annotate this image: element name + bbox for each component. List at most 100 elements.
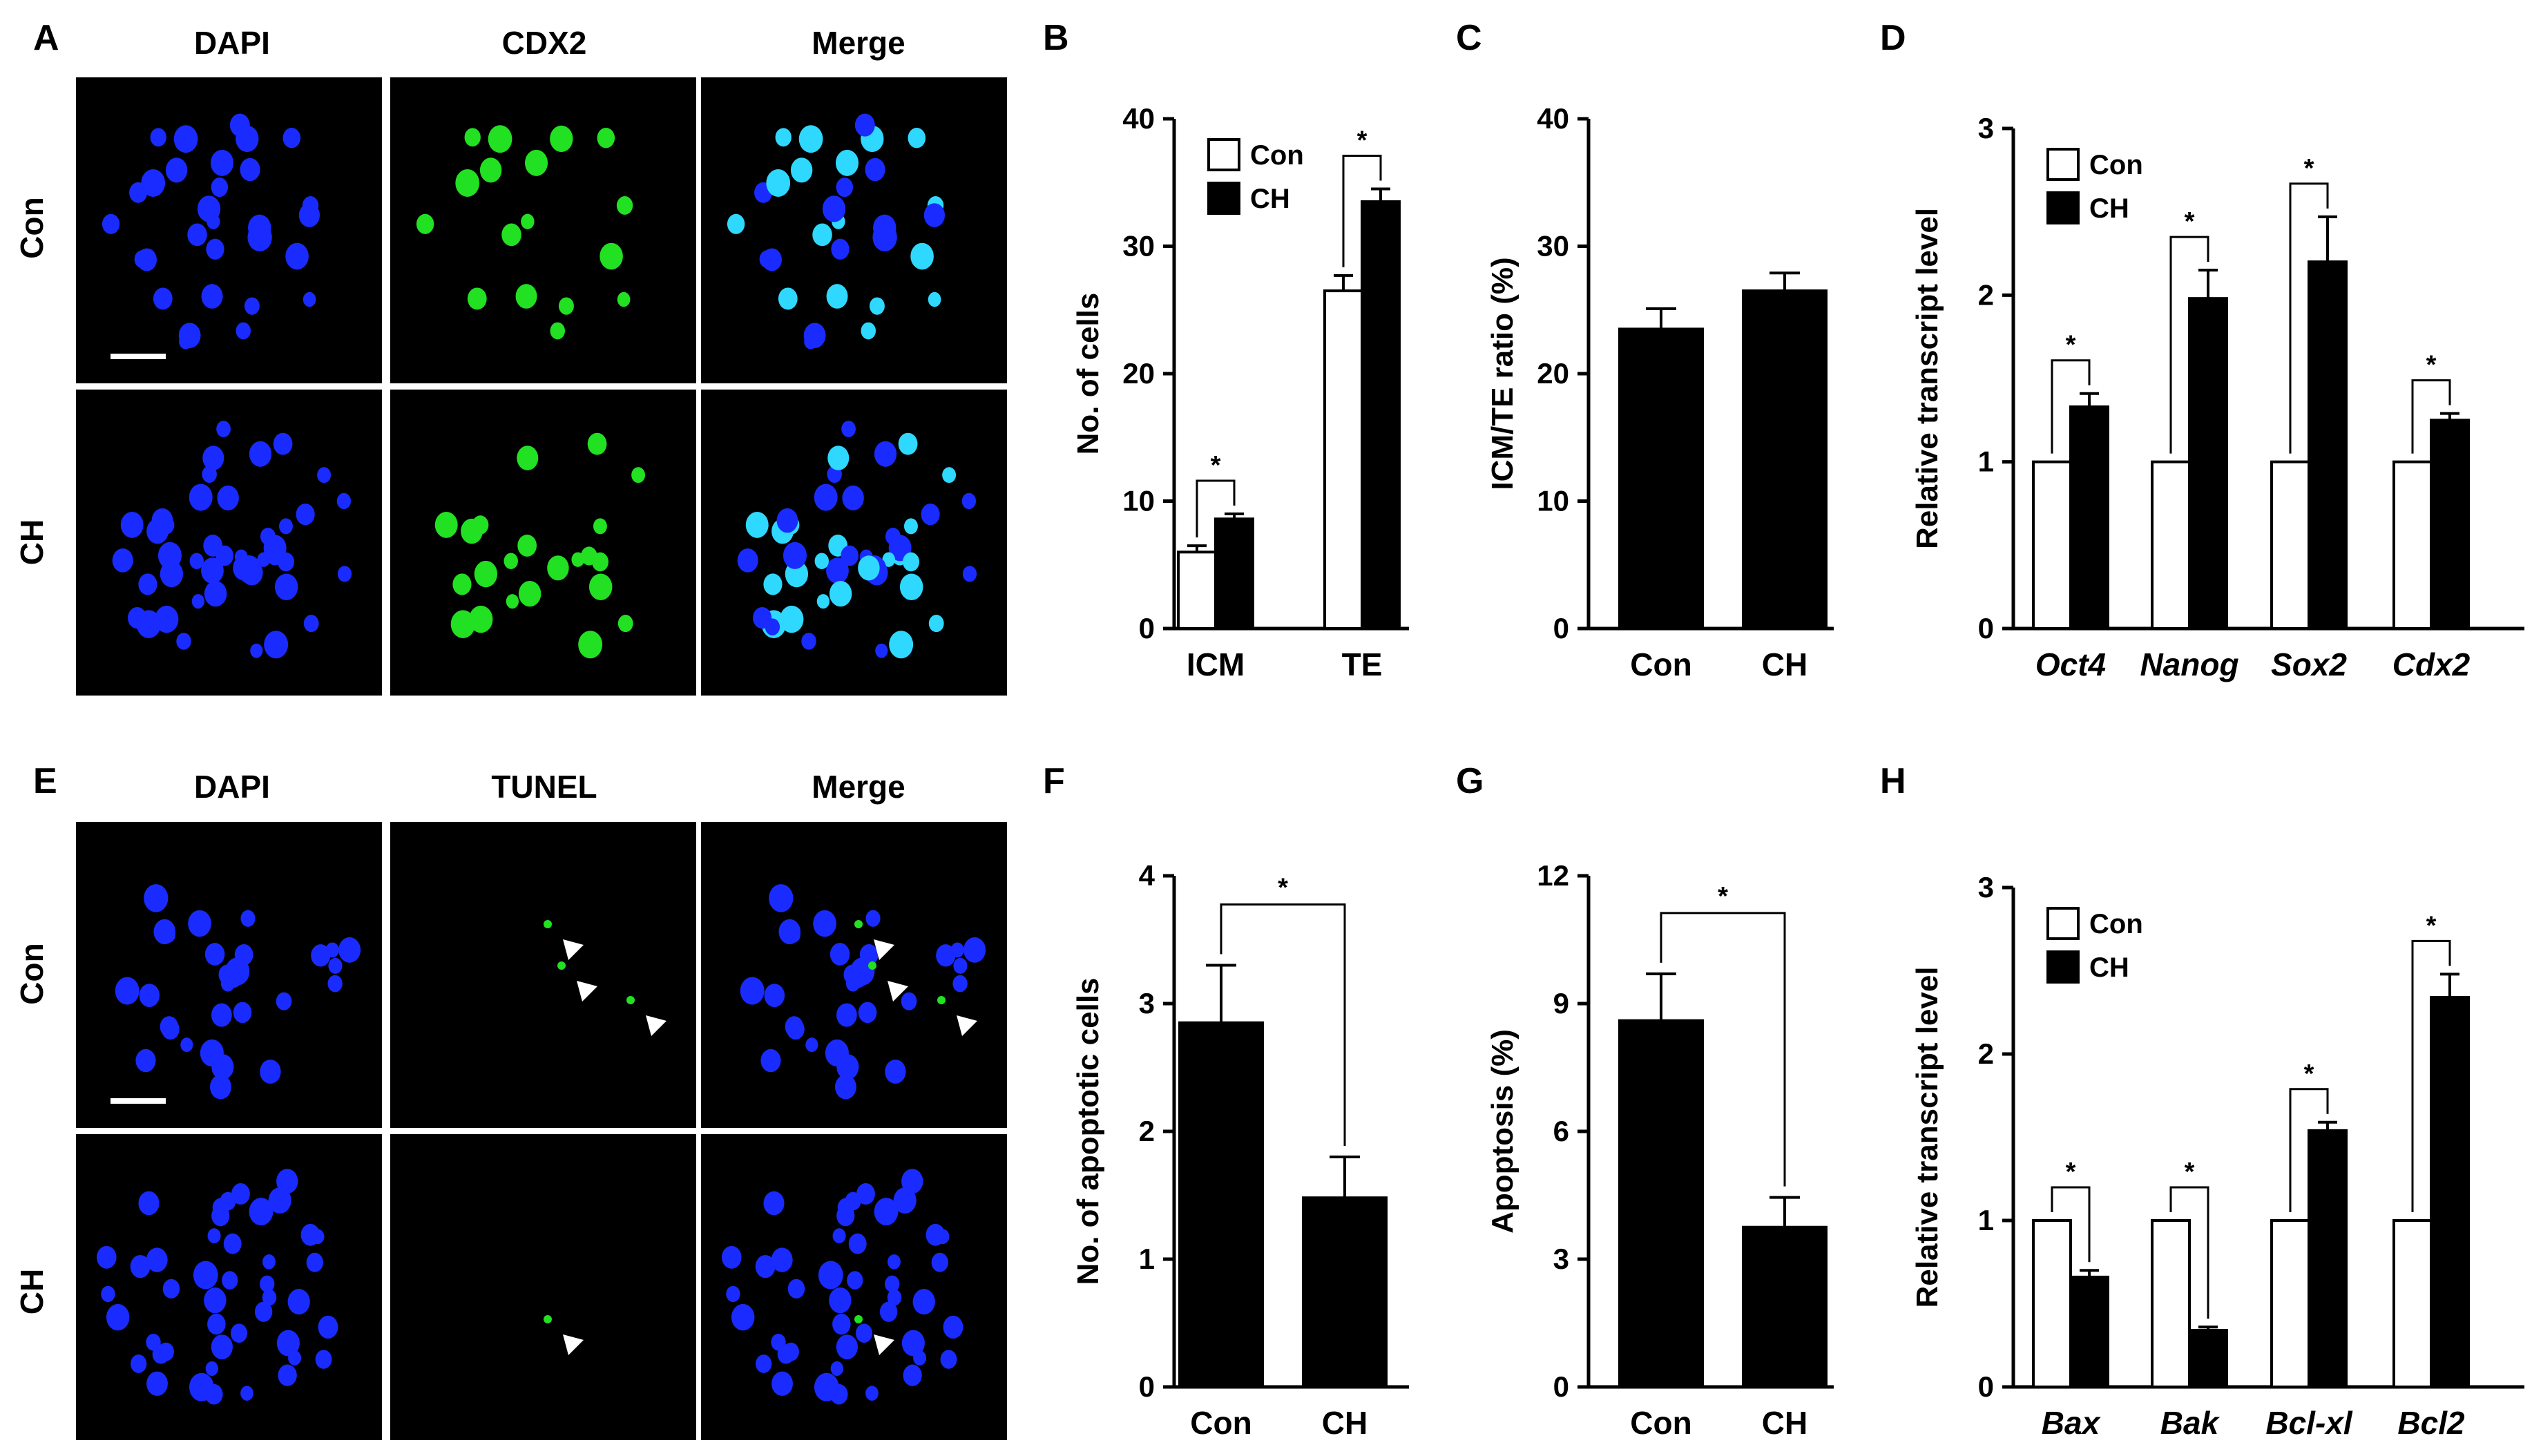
bar xyxy=(2032,1219,2072,1388)
y-tick-label: 0 xyxy=(1553,1370,1569,1403)
legend-swatch xyxy=(2046,191,2080,224)
y-tick-label: 10 xyxy=(1537,485,1569,517)
bar xyxy=(2151,1219,2191,1388)
bar xyxy=(1302,1196,1388,1388)
error-bar xyxy=(2440,973,2459,998)
arrowhead-icon xyxy=(563,939,584,960)
channel-label-merge-e: Merge xyxy=(812,769,905,805)
bar xyxy=(2392,460,2433,631)
significance-bracket xyxy=(2289,182,2329,454)
bar xyxy=(2188,297,2228,630)
micrograph-tile xyxy=(76,390,382,696)
micrograph-tile xyxy=(390,77,696,383)
micrograph-tile xyxy=(701,77,1007,383)
y-tick-label: 6 xyxy=(1553,1115,1569,1147)
channel-label-dapi-e: DAPI xyxy=(194,769,270,805)
bar xyxy=(1323,289,1363,630)
error-bar xyxy=(1187,544,1207,553)
error-bar xyxy=(1334,274,1353,291)
panel-label-h: H xyxy=(1880,761,1906,801)
significance-star: * xyxy=(1357,126,1368,155)
y-tick-label: 20 xyxy=(1537,357,1569,390)
x-tick-label: Nanog xyxy=(2140,646,2238,682)
bar xyxy=(2430,996,2470,1389)
chart-h: 0 1 2 3 Relative transcript level Bax * Bak * Bcl… xyxy=(1910,871,2524,1441)
chart-c: 0 10 20 30 40 ICM/TE ratio (%) Con CH xyxy=(1486,102,1834,682)
channel-label-cdx2: CDX2 xyxy=(502,25,587,61)
row-label-con-e: Con xyxy=(14,943,50,1004)
bar xyxy=(1742,1225,1828,1388)
micrograph-tile xyxy=(390,822,696,1128)
significance-bracket xyxy=(1196,479,1236,538)
significance-bracket xyxy=(1342,154,1382,267)
row-label-ch-a: CH xyxy=(14,519,50,565)
x-tick-label: Bcl2 xyxy=(2397,1405,2465,1441)
significance-star: * xyxy=(1278,874,1288,903)
bar xyxy=(2270,460,2310,631)
error-bar xyxy=(2198,269,2218,299)
error-bar xyxy=(2440,412,2459,421)
channel-label-merge-a: Merge xyxy=(812,25,905,61)
y-tick-label: 40 xyxy=(1537,102,1569,135)
significance-bracket xyxy=(2051,1186,2091,1263)
bar xyxy=(2392,1219,2433,1388)
y-tick-label: 3 xyxy=(1139,987,1155,1019)
x-tick-label: CH xyxy=(1762,646,1807,682)
significance-bracket xyxy=(2411,939,2451,1212)
chart-b: 0 10 20 30 40 No. of cells ICM * TE * Con CH xyxy=(1071,102,1409,682)
bar xyxy=(2308,1129,2348,1388)
channel-label-tunel: TUNEL xyxy=(491,769,597,805)
panel-label-e: E xyxy=(33,761,57,801)
legend-label: CH xyxy=(1250,184,1290,214)
y-tick-label: 1 xyxy=(1978,1204,1994,1236)
micrograph-tile xyxy=(390,1134,696,1440)
y-tick-label: 0 xyxy=(1553,612,1569,644)
bar xyxy=(1214,517,1254,631)
chart-f: 0 1 2 3 4 No. of apoptotic cells Con CH * xyxy=(1071,859,1409,1441)
significance-bracket xyxy=(2289,1088,2329,1212)
y-axis-label: No. of cells xyxy=(1071,293,1105,455)
micrograph-tile xyxy=(701,1134,1007,1440)
micrograph-tile xyxy=(701,822,1007,1128)
arrowhead-icon xyxy=(957,1015,977,1036)
micrograph-tile xyxy=(76,77,382,383)
panel-label-g: G xyxy=(1456,761,1484,801)
legend-label: Con xyxy=(2089,150,2143,180)
micrograph-tile xyxy=(701,390,1007,696)
y-tick-label: 9 xyxy=(1553,987,1569,1019)
legend-swatch xyxy=(2046,950,2080,984)
y-tick-label: 30 xyxy=(1122,230,1155,262)
scale-bar xyxy=(111,1098,166,1104)
y-axis-label: Relative transcript level xyxy=(1910,208,1944,549)
x-tick-label: Bcl-xl xyxy=(2265,1405,2352,1441)
significance-star: * xyxy=(2185,207,2195,236)
y-tick-label: 3 xyxy=(1978,112,1994,144)
micrograph-grid-a xyxy=(76,77,1007,696)
error-bar xyxy=(1225,512,1244,519)
legend-label: Con xyxy=(1250,140,1304,171)
error-bar xyxy=(1646,972,1676,1021)
bar xyxy=(1618,1019,1704,1388)
x-tick-label: Con xyxy=(1630,1405,1691,1441)
x-tick-label: Con xyxy=(1190,1405,1251,1441)
y-tick-label: 30 xyxy=(1537,230,1569,262)
channel-label-dapi-a: DAPI xyxy=(194,25,270,61)
y-tick-label: 0 xyxy=(1139,612,1155,644)
scale-bar xyxy=(111,354,166,359)
arrowhead-icon xyxy=(874,939,894,960)
x-tick-label: ICM xyxy=(1187,646,1245,682)
arrowhead-icon xyxy=(646,1015,666,1036)
significance-star: * xyxy=(1718,882,1728,911)
panel-label-c: C xyxy=(1456,18,1482,58)
legend-label: Con xyxy=(2089,909,2143,939)
x-tick-label: CH xyxy=(1762,1405,1807,1441)
y-tick-label: 1 xyxy=(1139,1243,1155,1275)
x-tick-label: Cdx2 xyxy=(2392,646,2471,682)
x-tick-label: Bak xyxy=(2160,1405,2221,1441)
bar xyxy=(2188,1329,2228,1389)
y-tick-label: 2 xyxy=(1978,278,1994,311)
significance-star: * xyxy=(2185,1158,2195,1187)
panel-label-b: B xyxy=(1043,18,1069,58)
bar xyxy=(2032,460,2072,631)
